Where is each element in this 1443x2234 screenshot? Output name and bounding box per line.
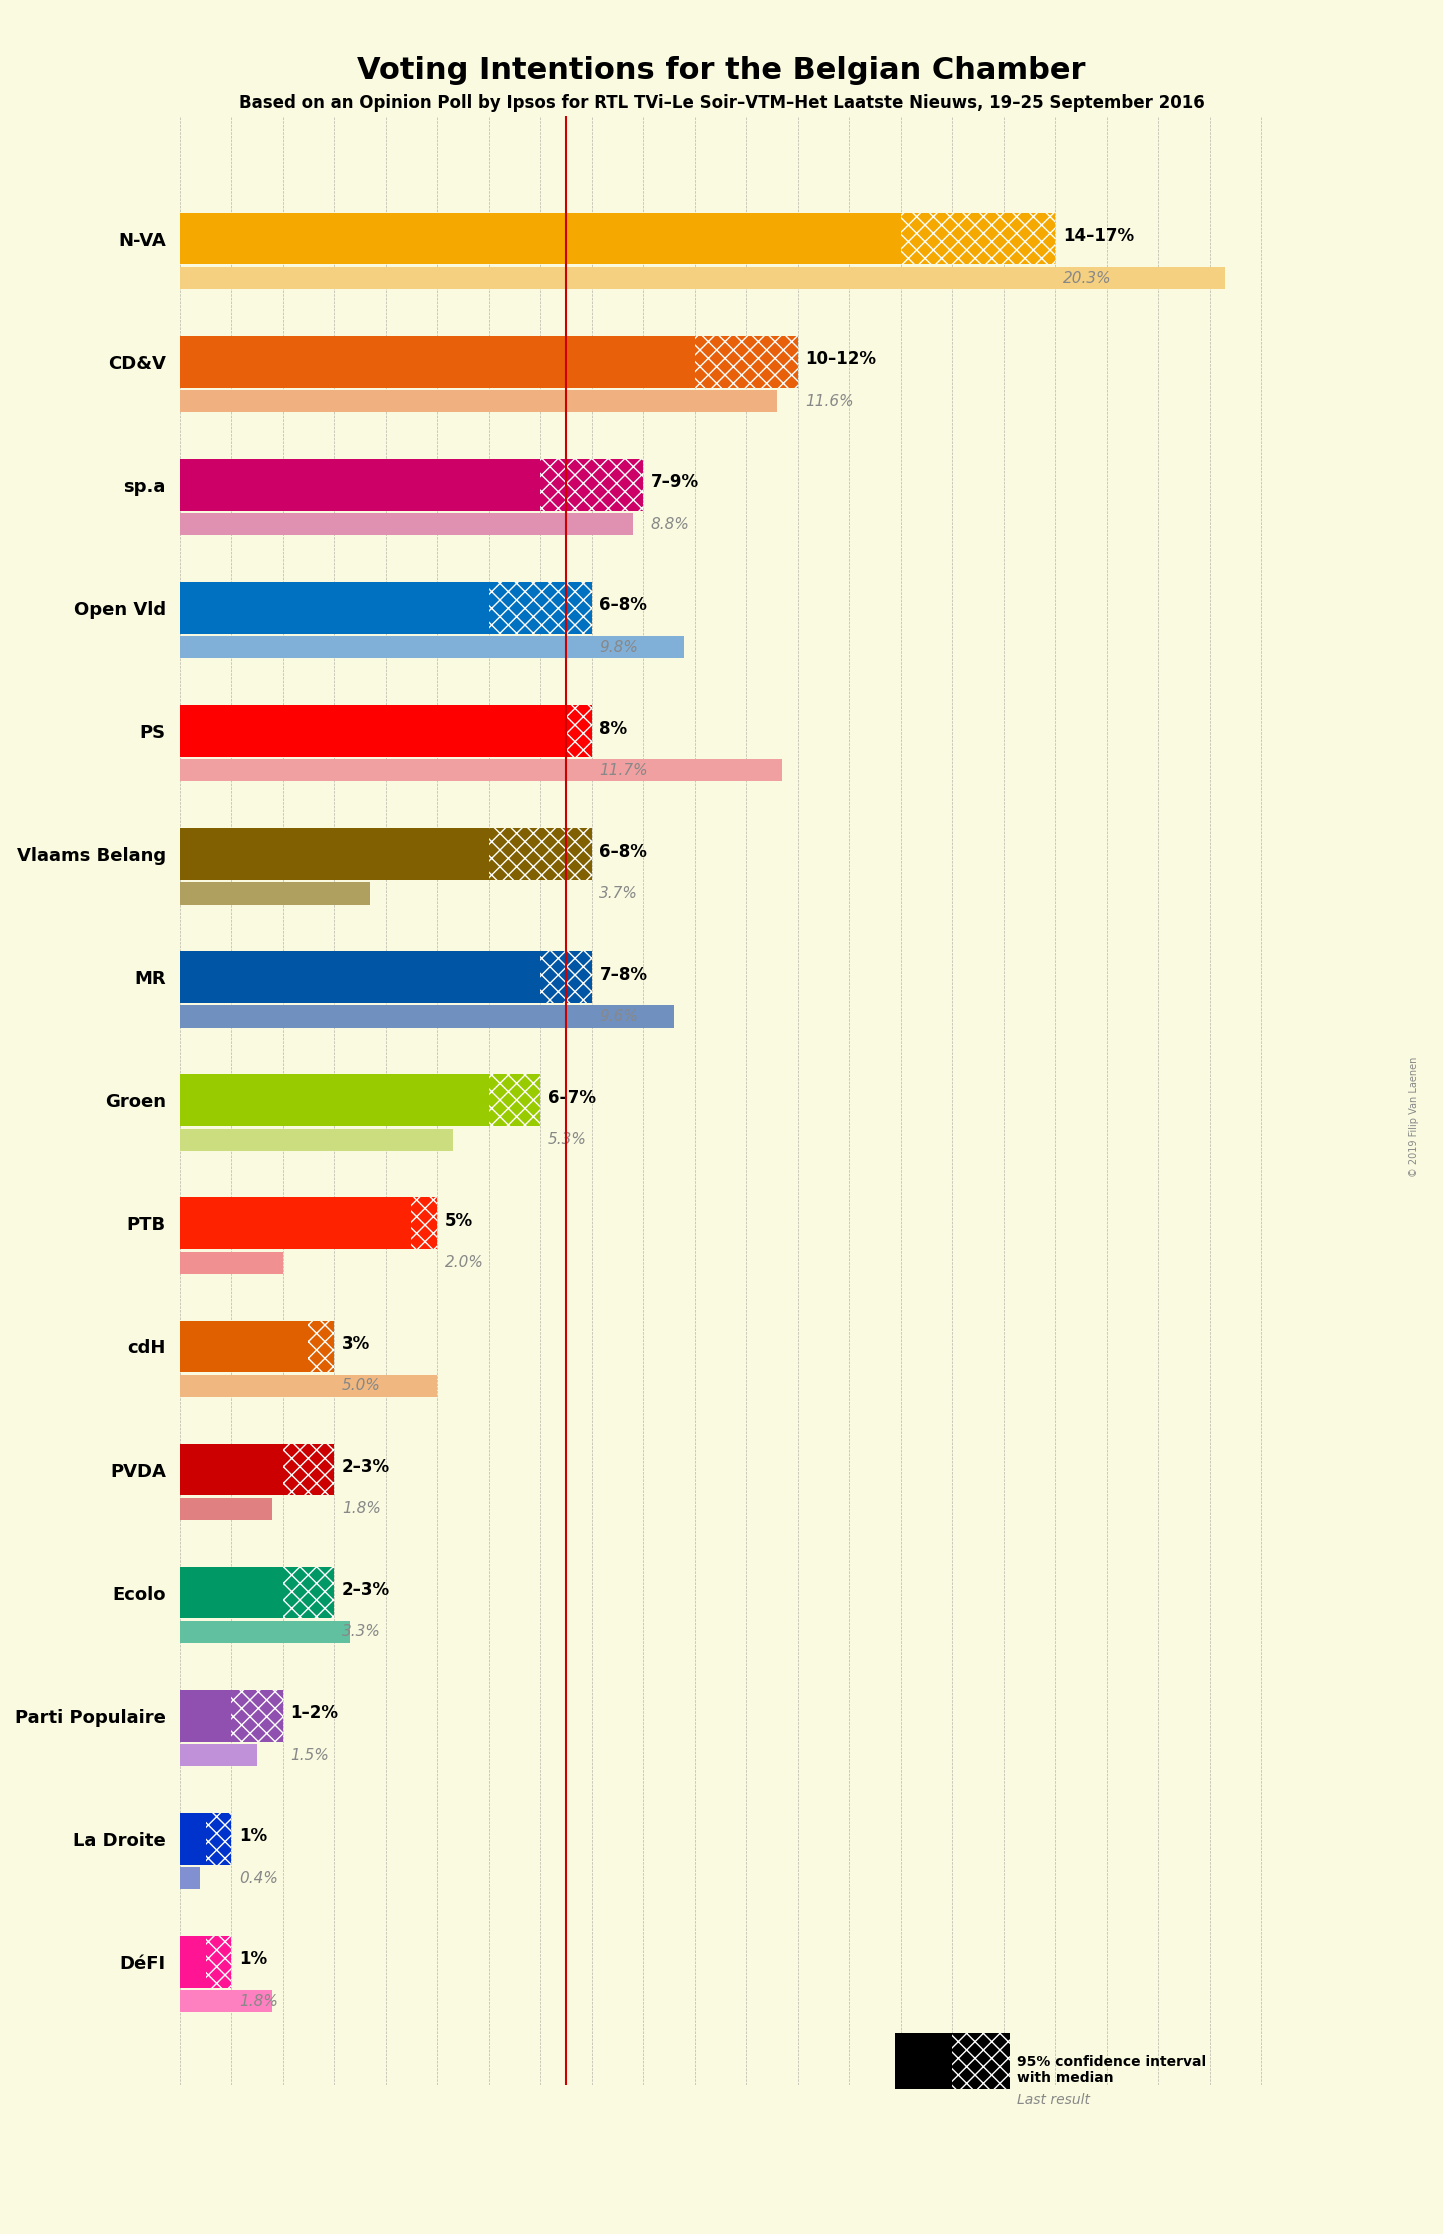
Bar: [205, 1814, 231, 1865]
Bar: [231, 1689, 283, 1743]
Bar: [489, 583, 592, 634]
Bar: [411, 1197, 437, 1249]
Bar: [180, 1197, 437, 1249]
Bar: [952, 2033, 1010, 2089]
Text: 1.8%: 1.8%: [240, 1993, 278, 2008]
Bar: [180, 1689, 231, 1743]
Text: Last result: Last result: [1017, 2093, 1091, 2107]
Bar: [489, 829, 592, 880]
Text: 8.8%: 8.8%: [651, 516, 690, 532]
Bar: [952, 2033, 1010, 2089]
Bar: [540, 952, 592, 1003]
Bar: [895, 2033, 952, 2089]
Bar: [283, 1566, 335, 1617]
Text: 1%: 1%: [240, 1827, 267, 1845]
Bar: [180, 1990, 273, 2013]
Bar: [309, 1320, 335, 1372]
Bar: [180, 1075, 489, 1126]
Text: 6–8%: 6–8%: [599, 842, 648, 860]
Bar: [180, 1128, 453, 1151]
Bar: [180, 458, 540, 512]
Text: 5%: 5%: [444, 1211, 473, 1231]
Bar: [566, 706, 592, 757]
Bar: [900, 212, 1055, 264]
Bar: [283, 1566, 335, 1617]
Bar: [231, 1689, 283, 1743]
Text: 1.5%: 1.5%: [290, 1747, 329, 1763]
Bar: [309, 1320, 335, 1372]
Bar: [180, 829, 489, 880]
Text: © 2019 Filip Van Laenen: © 2019 Filip Van Laenen: [1410, 1057, 1418, 1177]
Bar: [180, 1320, 335, 1372]
Text: 9.6%: 9.6%: [599, 1010, 638, 1023]
Bar: [180, 882, 371, 905]
Text: 6–8%: 6–8%: [599, 596, 648, 614]
Bar: [180, 1868, 201, 1890]
Bar: [489, 1075, 540, 1126]
Text: 2–3%: 2–3%: [342, 1459, 390, 1477]
Bar: [180, 1814, 231, 1865]
Bar: [489, 829, 592, 880]
Text: 8%: 8%: [599, 719, 628, 737]
Text: 5.3%: 5.3%: [548, 1133, 587, 1146]
Text: Voting Intentions for the Belgian Chamber: Voting Intentions for the Belgian Chambe…: [358, 56, 1085, 85]
Bar: [180, 1566, 283, 1617]
Bar: [540, 952, 592, 1003]
Bar: [180, 335, 694, 386]
Text: 0.4%: 0.4%: [240, 1870, 278, 1885]
Text: 11.7%: 11.7%: [599, 762, 648, 777]
Bar: [180, 583, 489, 634]
Bar: [180, 266, 1225, 288]
Bar: [180, 1622, 349, 1642]
Text: 7–8%: 7–8%: [599, 965, 648, 983]
Text: 95% confidence interval
with median: 95% confidence interval with median: [1017, 2055, 1206, 2087]
Bar: [205, 1814, 231, 1865]
Bar: [540, 458, 644, 512]
Bar: [180, 514, 633, 536]
Text: 1%: 1%: [240, 1950, 267, 1968]
Bar: [180, 391, 778, 413]
Bar: [900, 212, 1055, 264]
Bar: [205, 1937, 231, 1988]
Bar: [180, 706, 592, 757]
Bar: [283, 1443, 335, 1495]
Text: 11.6%: 11.6%: [805, 393, 854, 409]
Text: 1.8%: 1.8%: [342, 1501, 381, 1517]
Bar: [180, 1251, 283, 1273]
Bar: [180, 1497, 273, 1519]
Text: 9.8%: 9.8%: [599, 639, 638, 655]
Text: 14–17%: 14–17%: [1063, 228, 1134, 246]
Bar: [180, 1005, 674, 1028]
Bar: [180, 637, 684, 659]
Bar: [180, 1745, 257, 1767]
Text: 3.3%: 3.3%: [342, 1624, 381, 1640]
Bar: [180, 1937, 231, 1988]
Bar: [540, 458, 644, 512]
Bar: [566, 706, 592, 757]
Bar: [489, 1075, 540, 1126]
Bar: [180, 1443, 283, 1495]
Bar: [180, 1374, 437, 1396]
Bar: [694, 335, 798, 386]
Text: 5.0%: 5.0%: [342, 1378, 381, 1394]
Bar: [283, 1443, 335, 1495]
Text: 3%: 3%: [342, 1336, 371, 1354]
Text: 7–9%: 7–9%: [651, 474, 698, 491]
Text: Based on an Opinion Poll by Ipsos for RTL TVi–Le Soir–VTM–Het Laatste Nieuws, 19: Based on an Opinion Poll by Ipsos for RT…: [238, 94, 1205, 112]
Bar: [180, 212, 900, 264]
Text: 2.0%: 2.0%: [444, 1256, 483, 1271]
Text: 3.7%: 3.7%: [599, 887, 638, 900]
Bar: [411, 1197, 437, 1249]
Bar: [180, 952, 540, 1003]
Bar: [694, 335, 798, 386]
Text: 2–3%: 2–3%: [342, 1582, 390, 1600]
Bar: [205, 1937, 231, 1988]
Bar: [489, 583, 592, 634]
Bar: [180, 760, 782, 782]
Text: 10–12%: 10–12%: [805, 351, 876, 369]
Text: 6–7%: 6–7%: [548, 1088, 596, 1106]
Text: 1–2%: 1–2%: [290, 1705, 339, 1722]
Text: 20.3%: 20.3%: [1063, 270, 1111, 286]
